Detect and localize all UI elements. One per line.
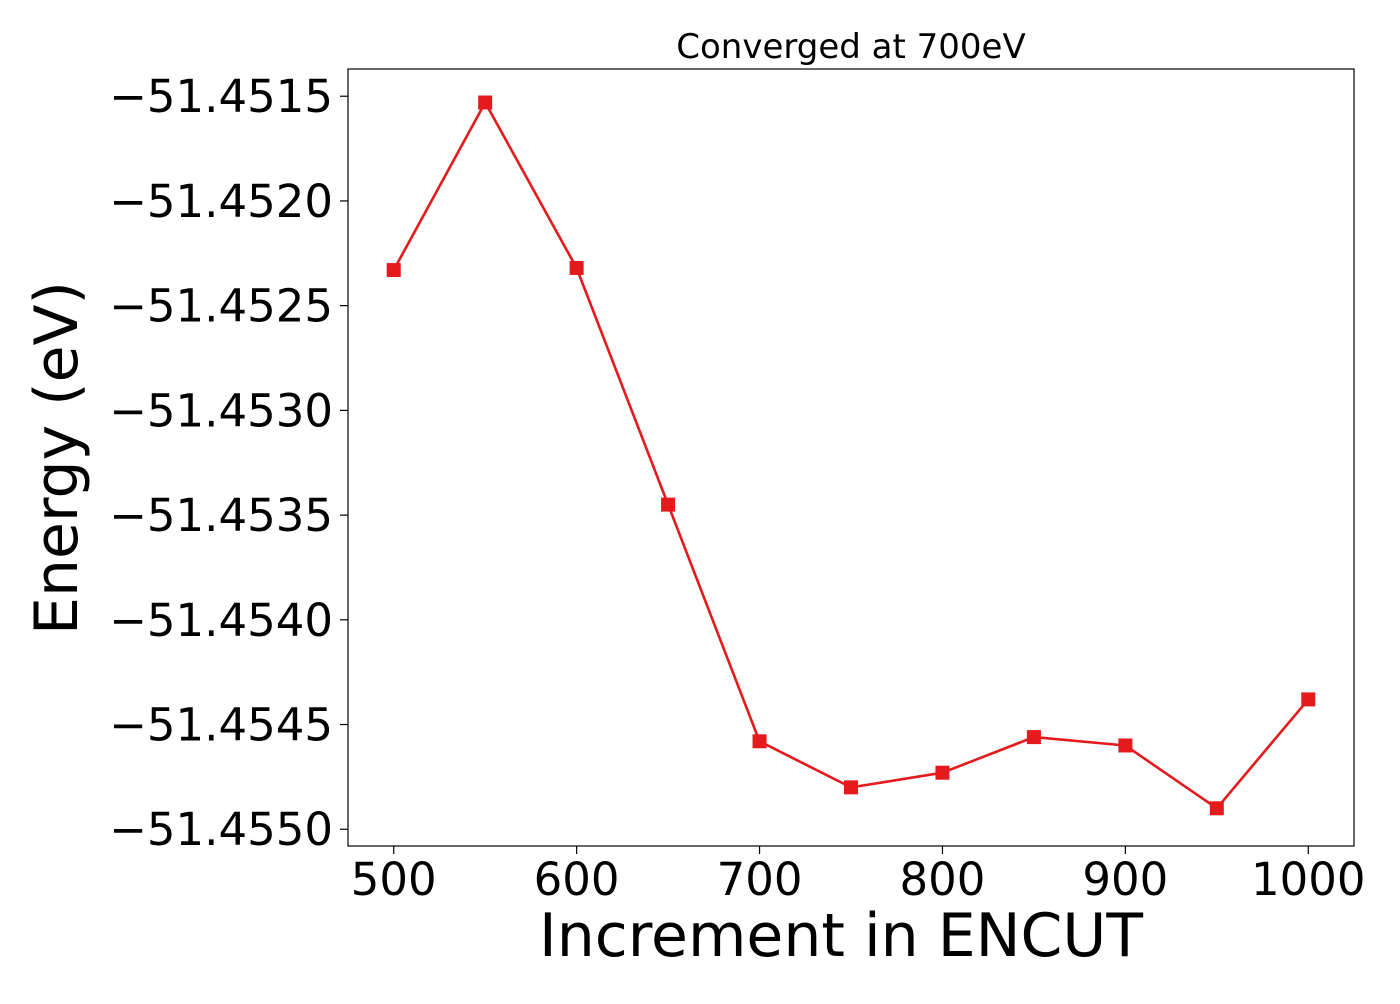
- x-axis-label: Increment in ENCUT: [539, 901, 1143, 971]
- data-point-marker: [1026, 730, 1041, 745]
- y-tick-label: −51.4545: [109, 699, 333, 752]
- data-point-marker: [569, 260, 584, 275]
- series-layer: [386, 95, 1316, 816]
- x-tick-label: 800: [900, 853, 986, 906]
- x-tick-label: 700: [717, 853, 803, 906]
- data-point-marker: [386, 263, 401, 278]
- x-tick-label: 500: [351, 853, 437, 906]
- x-tick-label: 900: [1082, 853, 1168, 906]
- y-tick-label: −51.4540: [109, 594, 333, 647]
- data-point-marker: [844, 780, 858, 795]
- y-axis-ticks: −51.4515 −51.4520 −51.4525 −51.4530 −51.4535…: [109, 70, 348, 856]
- data-point-marker: [661, 497, 676, 512]
- y-tick-label: −51.4520: [109, 175, 333, 228]
- data-point-marker: [935, 765, 950, 780]
- plot-area-frame: [347, 68, 1355, 847]
- y-tick-label: −51.4515: [109, 70, 333, 123]
- x-tick-label: 1000: [1251, 853, 1366, 906]
- chart-title: Converged at 700eV: [676, 27, 1025, 67]
- y-tick-label: −51.4525: [109, 280, 333, 333]
- series-line: [392, 101, 1310, 810]
- data-point-marker: [1118, 738, 1133, 753]
- data-point-marker: [752, 734, 767, 749]
- y-tick-label: −51.4530: [109, 384, 333, 437]
- data-point-marker: [478, 95, 493, 110]
- x-axis-ticks: 500 600 700 800 900 1000: [351, 846, 1366, 906]
- y-tick-label: −51.4535: [109, 489, 333, 542]
- data-point-marker: [1209, 801, 1224, 816]
- y-tick-label: −51.4550: [109, 803, 333, 856]
- x-tick-label: 600: [534, 853, 620, 906]
- data-point-marker: [1301, 692, 1316, 707]
- y-axis-label: Energy (eV): [22, 281, 92, 635]
